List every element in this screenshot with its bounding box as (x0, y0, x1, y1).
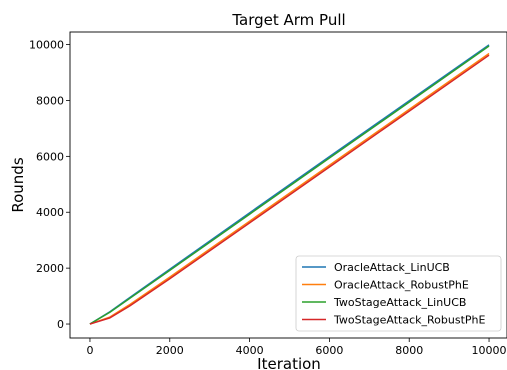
legend-label: TwoStageAttack_RobustPhE (333, 314, 486, 327)
legend-label: TwoStageAttack_LinUCB (333, 296, 466, 309)
y-tick-label: 6000 (36, 150, 64, 163)
y-axis: 0 2000 4000 6000 8000 10000 (29, 39, 70, 331)
legend: OracleAttack_LinUCB OracleAttack_RobustPh… (295, 255, 502, 332)
series-line-1 (89, 52, 490, 325)
y-axis-label: Rounds (9, 157, 27, 212)
x-tick-label: 8000 (395, 344, 423, 357)
x-tick-label: 4000 (236, 344, 264, 357)
chart-title: Target Arm Pull (231, 11, 345, 29)
y-tick-label: 2000 (36, 262, 64, 275)
y-tick-label: 8000 (36, 94, 64, 107)
legend-label: OracleAttack_LinUCB (334, 261, 450, 274)
x-tick-label: 6000 (315, 344, 343, 357)
plot-area (89, 44, 490, 325)
y-tick-label: 10000 (29, 39, 64, 52)
y-tick-label: 0 (57, 318, 64, 331)
y-tick-label: 4000 (36, 206, 64, 219)
plot-frame (69, 31, 507, 339)
legend-label: OracleAttack_RobustPhE (334, 279, 469, 292)
x-tick-label: 0 (86, 344, 93, 357)
series-line-3 (89, 54, 490, 325)
x-tick-label: 2000 (156, 344, 184, 357)
x-tick-label: 10000 (472, 344, 507, 357)
legend-box (295, 255, 502, 332)
series-line-2 (89, 45, 490, 325)
x-axis-label: Iteration (257, 355, 321, 370)
x-axis: 0 2000 4000 6000 8000 10000 (86, 338, 507, 357)
